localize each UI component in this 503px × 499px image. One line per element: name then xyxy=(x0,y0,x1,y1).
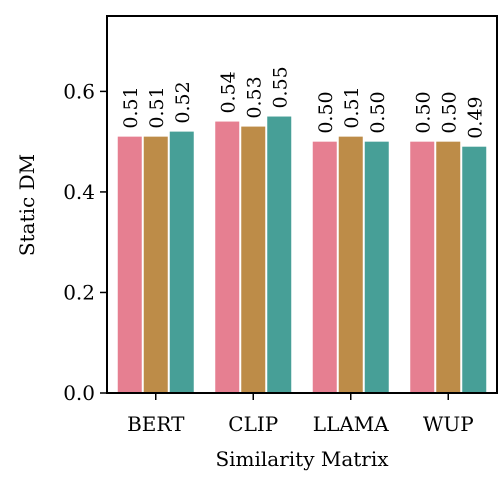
x-axis-label: Similarity Matrix xyxy=(215,447,389,471)
y-tick-label: 0.6 xyxy=(63,79,95,103)
data-label-llama-2: 0.51 xyxy=(341,86,363,128)
data-labels-layer: 0.51 0.51 0.52 0.54 0.53 0.550.50 0.51 0.50 0.50… xyxy=(120,66,487,138)
data-label-llama-1: 0.50 xyxy=(315,91,337,133)
bar-bert-1 xyxy=(117,136,142,393)
data-label-bert-1: 0.51 xyxy=(120,86,142,128)
bar-clip-3 xyxy=(267,116,292,394)
bar-clip-2 xyxy=(241,126,266,393)
bar-bert-3 xyxy=(169,131,194,393)
data-label-clip-3: 0.55 xyxy=(269,66,291,108)
x-axis-ticks: BERT CLIP LLAMA WUP xyxy=(127,393,474,436)
x-tick-label-wup: WUP xyxy=(423,412,474,436)
data-label-bert-2: 0.51 xyxy=(146,86,168,128)
y-axis-ticks: 0.0 0.2 0.4 0.6 xyxy=(63,79,107,405)
x-tick-label-clip: CLIP xyxy=(228,412,278,436)
y-tick-label: 0.4 xyxy=(63,180,95,204)
data-label-wup-3: 0.49 xyxy=(464,96,486,138)
y-tick-label: 0.0 xyxy=(63,381,95,405)
bar-llama-1 xyxy=(312,141,337,393)
bar-clip-1 xyxy=(215,121,240,393)
y-tick-label: 0.2 xyxy=(63,280,95,304)
bar-llama-2 xyxy=(338,136,363,393)
x-tick-label-bert: BERT xyxy=(127,412,185,436)
y-axis-label: Static DM xyxy=(15,154,39,256)
data-label-wup-1: 0.50 xyxy=(412,91,434,133)
bar-bert-2 xyxy=(143,136,168,393)
data-label-wup-2: 0.50 xyxy=(438,91,460,133)
bar-wup-1 xyxy=(410,141,435,393)
data-label-clip-2: 0.53 xyxy=(243,76,265,118)
bars-layer xyxy=(117,116,487,394)
bar-wup-3 xyxy=(462,146,487,393)
bar-llama-3 xyxy=(364,141,389,393)
plot-frame xyxy=(106,15,498,394)
bar-wup-2 xyxy=(436,141,461,393)
data-label-llama-3: 0.50 xyxy=(367,91,389,133)
data-label-bert-3: 0.52 xyxy=(172,81,194,123)
data-label-clip-1: 0.54 xyxy=(217,71,239,113)
x-tick-label-llama: LLAMA xyxy=(313,412,389,436)
